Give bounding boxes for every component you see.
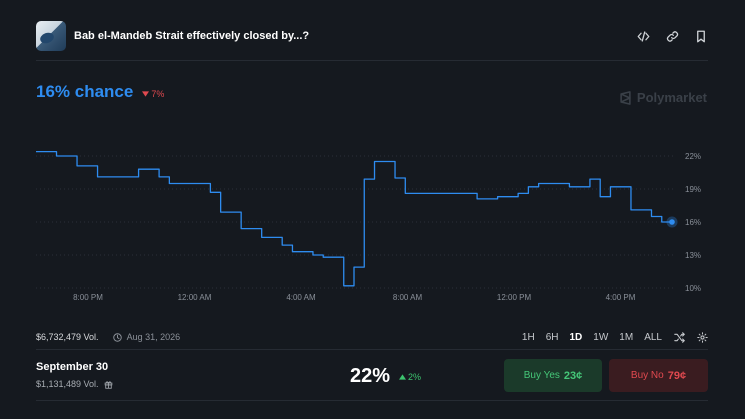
market-percent: 22%: [350, 365, 391, 387]
buy-no-button[interactable]: Buy No 79¢: [609, 359, 708, 392]
range-1m[interactable]: 1M: [619, 331, 634, 343]
shuffle-icon[interactable]: [673, 331, 685, 343]
x-tick-label: 12:00 AM: [178, 293, 212, 302]
y-tick-label: 19%: [685, 185, 701, 194]
range-1h[interactable]: 1H: [521, 331, 535, 343]
market-row[interactable]: September 30 $1,131,489 Vol. 22% 2% Buy …: [36, 356, 708, 396]
stats-row: $6,732,479 Vol. Aug 31, 2026 1H 6H 1D 1W…: [36, 330, 708, 344]
time-range-selector: 1H 6H 1D 1W 1M ALL: [522, 331, 708, 343]
market-delta: 2%: [399, 372, 421, 382]
polymarket-logo-icon: [620, 90, 631, 105]
series-line: [36, 150, 672, 287]
brand-name: Polymarket: [636, 90, 707, 105]
embed-icon[interactable]: [636, 29, 650, 43]
chance-delta-value: 7%: [151, 89, 165, 99]
market-title: Bab el-Mandeb Strait effectively closed …: [74, 30, 310, 42]
chance-value: 16% chance: [36, 82, 134, 101]
header-actions: [636, 29, 708, 43]
settings-gear-icon[interactable]: [696, 331, 708, 343]
x-tick-label: 8:00 PM: [73, 293, 103, 302]
triangle-up-icon: [399, 374, 406, 380]
range-all[interactable]: ALL: [644, 331, 662, 343]
price-chart-svg: 22% 19% 16% 13% 10% 8:00 PM 12:00 AM 4:00 AM 8:0…: [36, 150, 701, 302]
link-icon[interactable]: [665, 29, 679, 43]
chance-summary: 16% chance 7%: [36, 82, 164, 102]
y-tick-label: 10%: [685, 284, 701, 293]
x-tick-label: 12:00 PM: [497, 293, 532, 302]
bookmark-icon[interactable]: [694, 29, 708, 43]
buy-no-price: 79¢: [667, 369, 687, 382]
market-thumbnail: [36, 21, 66, 51]
x-tick-label: 4:00 PM: [606, 293, 636, 302]
market-volume: $1,131,489 Vol.: [36, 379, 113, 389]
polymarket-logo: Polymarket: [619, 90, 707, 105]
market-header: Bab el-Mandeb Strait effectively closed …: [36, 20, 708, 52]
triangle-down-icon: [142, 91, 150, 97]
end-date: Aug 31, 2026: [112, 332, 181, 342]
buy-yes-button[interactable]: Buy Yes 23¢: [504, 359, 602, 392]
stats-divider: [36, 349, 708, 350]
end-date-text: Aug 31, 2026: [126, 332, 181, 342]
x-tick-label: 4:00 AM: [286, 293, 316, 302]
market-delta-value: 2%: [408, 372, 422, 382]
current-point: [669, 219, 675, 225]
buy-yes-label: Buy Yes: [523, 370, 560, 381]
clock-icon: [112, 332, 122, 342]
header-divider: [36, 60, 708, 61]
market-volume-text: $1,131,489 Vol.: [36, 379, 99, 389]
total-volume: $6,732,479 Vol.: [36, 332, 99, 342]
market-name: September 30: [36, 361, 109, 373]
x-tick-label: 8:00 AM: [393, 293, 423, 302]
chance-delta: 7%: [142, 89, 164, 99]
range-1w[interactable]: 1W: [593, 331, 609, 343]
gift-icon: [104, 380, 112, 389]
y-tick-label: 13%: [685, 251, 701, 260]
buy-no-label: Buy No: [630, 370, 664, 381]
range-6h[interactable]: 6H: [545, 331, 559, 343]
y-tick-label: 22%: [685, 152, 701, 161]
price-chart[interactable]: 22% 19% 16% 13% 10% 8:00 PM 12:00 AM 4:00 AM 8:0…: [0, 140, 745, 305]
market-divider: [36, 400, 708, 401]
buy-yes-price: 23¢: [563, 369, 583, 382]
range-1d[interactable]: 1D: [569, 331, 583, 343]
y-tick-label: 16%: [685, 218, 701, 227]
